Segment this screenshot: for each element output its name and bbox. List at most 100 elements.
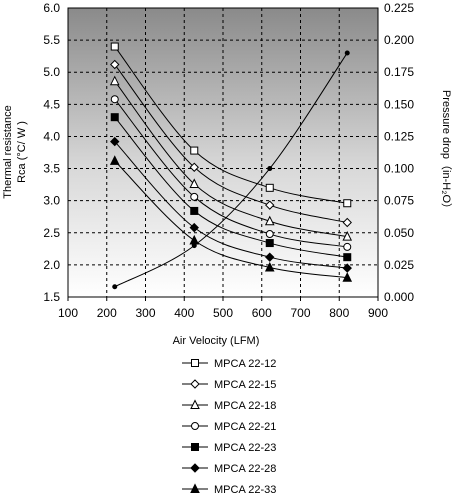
series-marker <box>189 162 199 172</box>
y-tick-label: 6.0 <box>43 1 60 15</box>
legend-label: MPCA 22-12 <box>214 358 276 370</box>
x-tick-label: 700 <box>290 306 310 320</box>
y2-tick-label: 0.225 <box>384 1 414 15</box>
legend-label: MPCA 22-15 <box>214 379 276 391</box>
x-tick-label: 300 <box>135 306 155 320</box>
x-tick-label: 900 <box>368 306 388 320</box>
y-tick-label: 4.0 <box>43 129 60 143</box>
series-marker <box>342 272 353 282</box>
legend-label: MPCA 22-28 <box>214 463 276 475</box>
series-mpca-22-18 <box>109 75 353 241</box>
series-marker <box>264 261 275 272</box>
y2-tick-label: 0.000 <box>384 290 414 304</box>
legend-label: MPCA 22-18 <box>214 400 276 412</box>
y2-axis-label: Pressure drop（in-H₂O） <box>440 90 453 214</box>
series-marker <box>342 231 353 241</box>
y-tick-label: 2.5 <box>43 226 60 240</box>
series-marker <box>110 42 119 51</box>
y2-tick-label: 0.075 <box>384 194 414 208</box>
series-marker <box>264 215 275 226</box>
series-marker <box>190 146 199 155</box>
y2-tick-label: 0.125 <box>384 129 414 143</box>
y-axis-label-line2: Rca (°C/ W ) <box>16 121 28 183</box>
series-marker <box>343 242 352 251</box>
series-marker <box>190 483 200 493</box>
series-line <box>114 116 348 258</box>
series-marker <box>109 155 120 165</box>
series-line <box>114 64 348 223</box>
y2-tick-label: 0.025 <box>384 258 414 272</box>
series-marker <box>343 199 352 208</box>
series-mpca-22-15 <box>110 59 352 228</box>
pressure-marker <box>267 166 273 172</box>
pressure-marker <box>344 50 350 56</box>
y-tick-label: 5.0 <box>43 65 60 79</box>
series-mpca-22-28 <box>110 136 352 273</box>
series-marker <box>190 379 200 389</box>
series-marker <box>265 183 274 192</box>
x-tick-label: 800 <box>329 306 349 320</box>
legend-item: MPCA 22-28 <box>182 463 276 475</box>
series-marker <box>110 113 119 122</box>
legend-item: MPCA 22-33 <box>182 483 276 496</box>
legend-label: MPCA 22-21 <box>214 421 276 433</box>
legend-item: MPCA 22-21 <box>182 421 276 433</box>
series-marker <box>189 222 199 233</box>
y2-tick-label: 0.175 <box>384 65 414 79</box>
legend-item: MPCA 22-12 <box>182 358 276 370</box>
series-marker <box>191 443 199 451</box>
series-marker <box>190 399 200 409</box>
legend-label: MPCA 22-23 <box>214 442 276 454</box>
y-tick-labels: 1.5 2.0 2.5 3.0 3.5 4.0 4.5 5.0 5.5 6.0 <box>43 1 60 304</box>
series-marker <box>190 192 199 201</box>
series-mpca-22-23 <box>110 113 352 262</box>
pressure-layer <box>112 50 350 290</box>
x-tick-labels: 100 200 300 400 500 600 700 800 900 <box>58 297 388 320</box>
x-tick-label: 100 <box>58 306 78 320</box>
series-line <box>114 46 348 204</box>
series-marker <box>189 178 200 188</box>
y2-tick-labels: 0.000 0.025 0.050 0.075 0.100 0.125 0.150 0.175… <box>384 1 414 304</box>
pressure-marker <box>112 284 118 290</box>
series-marker <box>342 217 352 228</box>
x-tick-label: 500 <box>213 306 233 320</box>
series-marker <box>190 206 199 215</box>
series-marker <box>265 252 275 262</box>
x-tick-label: 600 <box>252 306 272 320</box>
series-layer <box>109 42 353 282</box>
legend-label: MPCA 22-33 <box>214 484 276 496</box>
y2-tick-label: 0.150 <box>384 97 414 111</box>
legend-item: MPCA 22-18 <box>182 399 276 412</box>
series-marker <box>110 95 119 104</box>
series-marker <box>191 422 199 430</box>
series-mpca-22-12 <box>110 42 352 208</box>
y-tick-label: 4.5 <box>43 97 60 111</box>
series-marker <box>265 239 274 248</box>
series-marker <box>342 263 352 273</box>
x-axis-label: Air Velocity (LFM) <box>173 335 260 347</box>
series-line <box>114 160 348 279</box>
x-tick-label: 200 <box>97 306 117 320</box>
y-tick-label: 1.5 <box>43 290 60 304</box>
pressure-line <box>114 52 348 288</box>
series-marker <box>109 75 120 86</box>
y2-tick-label: 0.200 <box>384 33 414 47</box>
y-axis-label-line1: Thermal resistance <box>2 105 14 199</box>
x-tick-label: 400 <box>174 306 194 320</box>
y-tick-label: 5.5 <box>43 33 60 47</box>
series-mpca-22-21 <box>110 95 352 251</box>
series-line <box>114 80 348 238</box>
series-line <box>114 98 348 248</box>
series-marker <box>265 200 275 210</box>
series-marker <box>343 253 352 262</box>
legend: MPCA 22-12 MPCA 22-15 MPCA 22-18 MPCA 22-21… <box>182 358 276 496</box>
y-tick-label: 3.5 <box>43 162 60 176</box>
series-marker <box>265 230 274 239</box>
grid <box>68 8 378 297</box>
y-tick-label: 2.0 <box>43 258 60 272</box>
series-marker <box>110 136 120 147</box>
series-line <box>114 141 348 269</box>
series-marker <box>190 463 200 473</box>
legend-item: MPCA 22-23 <box>182 442 276 454</box>
